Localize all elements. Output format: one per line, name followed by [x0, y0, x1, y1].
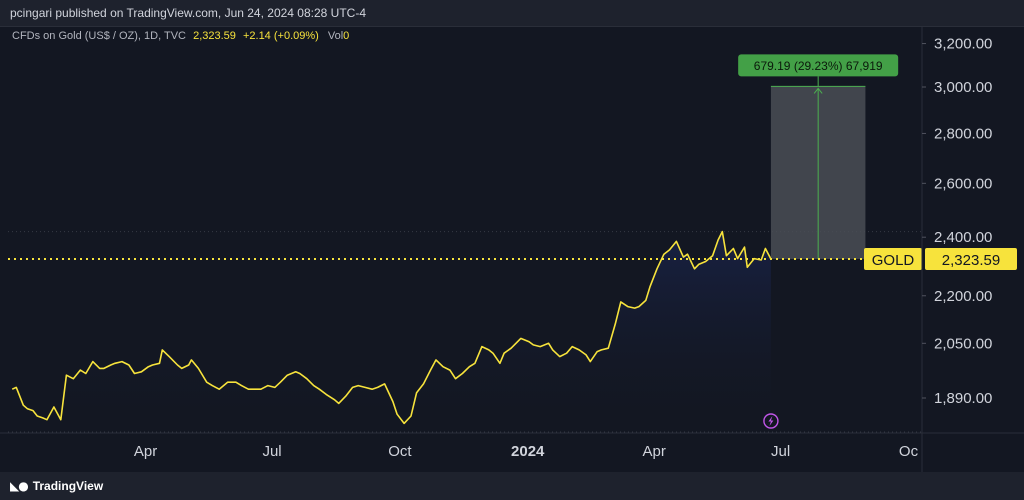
x-tick-label: Oc	[899, 443, 919, 460]
y-tick-label: 2,600.00	[934, 175, 992, 192]
tradingview-logo[interactable]: ◣● TradingView	[10, 479, 103, 493]
y-tick-label: 1,890.00	[934, 390, 992, 407]
x-tick-label: Apr	[134, 443, 157, 460]
tradingview-brand: TradingView	[32, 479, 104, 493]
y-tick-label: 3,000.00	[934, 79, 992, 96]
symbol-tag: GOLD	[872, 252, 915, 269]
publisher-text: pcingari published on TradingView.com, J…	[10, 6, 366, 20]
footer-bar: ◣● TradingView	[0, 472, 1024, 500]
projection-arrowhead-icon	[813, 87, 823, 94]
volume-label: Vol0	[328, 30, 349, 42]
x-tick-label: Apr	[643, 443, 666, 460]
publisher-bar: pcingari published on TradingView.com, J…	[0, 0, 1024, 26]
y-tick-label: 2,200.00	[934, 288, 992, 305]
last-price-tag-box	[925, 247, 1017, 270]
y-tick-label: 2,050.00	[934, 335, 992, 352]
x-tick-label: Oct	[388, 443, 412, 460]
lightning-icon	[768, 416, 774, 426]
x-tick-label: 2024	[511, 443, 545, 460]
projection-label: 679.19 (29.23%) 67,919	[754, 59, 883, 73]
symbol-tag-box	[864, 247, 922, 270]
y-tick-label: 2,800.00	[934, 125, 992, 142]
y-tick-label: 3,200.00	[934, 36, 992, 53]
symbol-description: CFDs on Gold (US$ / OZ), 1D, TVC	[12, 30, 187, 42]
price-change: +2.14 (+0.09%)	[242, 30, 319, 42]
volume-caption: Vol	[327, 30, 344, 42]
tradingview-mark-icon: ◣●	[10, 479, 29, 493]
x-tick-label: Jul	[771, 443, 790, 460]
series-area	[12, 231, 771, 432]
symbol-legend: CFDs on Gold (US$ / OZ), 1D, TVC 2,323.5…	[12, 30, 349, 42]
volume-value: 0	[343, 30, 350, 42]
last-price: 2,323.59	[193, 30, 236, 42]
event-marker-icon	[763, 413, 779, 429]
x-tick-label: Jul	[262, 443, 281, 460]
y-tick-label: 2,400.00	[934, 229, 992, 246]
projection-label-box	[738, 54, 899, 77]
series-line	[11, 230, 772, 425]
last-price-tag: 2,323.59	[942, 252, 1000, 269]
price-chart[interactable]: 679.19 (29.23%) 67,919 GOLD 2,323.59 1,890.…	[0, 0, 1024, 472]
